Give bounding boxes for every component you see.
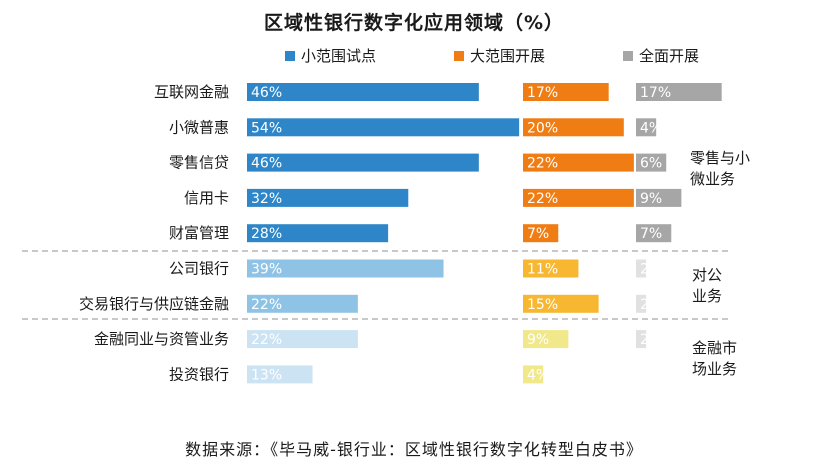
group-label: 业务: [692, 287, 722, 305]
data-label-small-pilot: 39%: [251, 262, 282, 278]
group-label: 对公: [692, 266, 722, 284]
data-label-small-pilot: 46%: [251, 156, 282, 172]
bar-full-rollout: [636, 224, 672, 243]
category-label: 公司银行: [169, 260, 229, 278]
bar-small-pilot: [247, 83, 479, 101]
bar-small-pilot: [247, 365, 313, 384]
bar-large-rollout: [523, 365, 544, 384]
legend-label-small-pilot: 小范围试点: [301, 47, 377, 65]
data-label-small-pilot: 22%: [251, 332, 282, 348]
group-label: 金融市: [692, 339, 737, 357]
data-label-large-rollout: 15%: [527, 297, 558, 313]
data-label-small-pilot: 22%: [251, 297, 282, 313]
bar-full-rollout: [636, 188, 682, 207]
bar-large-rollout: [523, 153, 634, 172]
data-label-full-rollout: 6%: [640, 156, 662, 172]
data-label-full-rollout: 0%: [640, 367, 662, 383]
category-label: 小微普惠: [169, 118, 229, 136]
bar-large-rollout: [523, 259, 579, 278]
data-label-small-pilot: 46%: [251, 85, 282, 101]
category-label: 金融同业与资管业务: [94, 330, 229, 348]
category-label: 互联网金融: [154, 83, 229, 101]
group-label: 零售与小: [690, 149, 750, 167]
bar-small-pilot: [247, 118, 520, 137]
bar-large-rollout: [523, 118, 624, 137]
legend-swatch-small-pilot: [285, 50, 295, 61]
data-label-large-rollout: 20%: [527, 120, 558, 136]
data-label-small-pilot: 13%: [251, 367, 282, 383]
legend-swatch-full-rollout: [623, 50, 633, 61]
category-label: 投资银行: [169, 365, 229, 383]
bar-full-rollout: [636, 330, 647, 349]
bar-large-rollout: [523, 83, 609, 101]
bar-full-rollout: [636, 83, 722, 101]
bar-large-rollout: [523, 188, 634, 207]
data-label-full-rollout: 2%: [640, 262, 662, 278]
data-label-small-pilot: 28%: [251, 226, 282, 242]
bar-small-pilot: [247, 153, 479, 172]
bar-full-rollout: [636, 118, 657, 137]
bar-small-pilot: [247, 330, 358, 349]
bar-large-rollout: [523, 330, 569, 349]
category-label: 交易银行与供应链金融: [79, 295, 229, 313]
data-label-large-rollout: 22%: [527, 156, 558, 172]
data-label-large-rollout: 17%: [527, 85, 558, 101]
data-label-large-rollout: 7%: [527, 226, 549, 242]
bar-large-rollout: [523, 294, 599, 313]
data-label-full-rollout: 17%: [640, 85, 671, 101]
bar-large-rollout: [523, 224, 559, 243]
bar-small-pilot: [247, 259, 444, 278]
bar-full-rollout: [636, 259, 647, 278]
data-label-large-rollout: 9%: [527, 332, 549, 348]
bar-chart-plot: 互联网金融 46% 17% 17% 小微普惠 54% 20% 4% 零售信贷 46% 22% 6% 信用…: [22, 83, 750, 384]
data-label-full-rollout: 2%: [640, 332, 662, 348]
chart-title: 区域性银行数字化应用领域（%）: [263, 12, 565, 34]
legend-item-large-rollout: 大范围开展: [454, 45, 545, 66]
data-label-small-pilot: 54%: [251, 120, 282, 136]
group-label: 微业务: [690, 170, 735, 188]
legend-label-full-rollout: 全面开展: [639, 47, 700, 65]
category-label: 零售信贷: [169, 154, 229, 172]
bar-full-rollout: [636, 153, 667, 172]
bar-small-pilot: [247, 294, 358, 313]
chart-legend: 小范围试点 大范围开展 全面开展: [0, 45, 828, 67]
data-label-full-rollout: 2%: [640, 297, 662, 313]
data-label-full-rollout: 4%: [640, 120, 662, 136]
data-label-full-rollout: 7%: [640, 226, 662, 242]
category-label: 信用卡: [184, 189, 229, 207]
data-label-small-pilot: 32%: [251, 191, 282, 207]
data-label-large-rollout: 4%: [527, 367, 549, 383]
legend-label-large-rollout: 大范围开展: [470, 47, 546, 65]
legend-item-small-pilot: 小范围试点: [285, 45, 376, 66]
legend-item-full-rollout: 全面开展: [623, 45, 699, 66]
legend-swatch-large-rollout: [454, 50, 464, 61]
data-source-note: 数据来源：《毕马威-银行业：区域性银行数字化转型白皮书》: [185, 440, 643, 459]
group-label: 场业务: [692, 360, 737, 378]
bar-full-rollout: [636, 294, 647, 313]
data-label-large-rollout: 22%: [527, 191, 558, 207]
data-label-full-rollout: 9%: [640, 191, 662, 207]
bar-small-pilot: [247, 224, 389, 243]
data-label-large-rollout: 11%: [527, 262, 558, 278]
bar-small-pilot: [247, 188, 409, 207]
category-label: 财富管理: [169, 224, 229, 242]
